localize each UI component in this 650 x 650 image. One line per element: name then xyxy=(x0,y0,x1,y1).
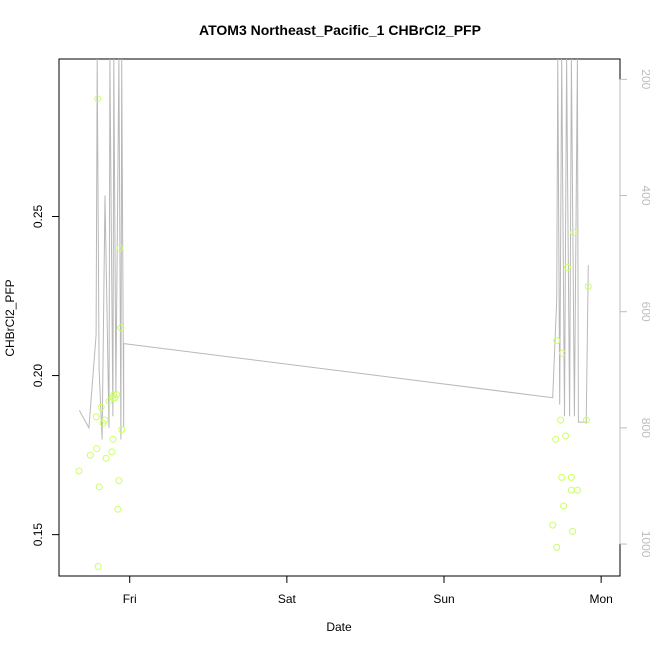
data-point xyxy=(560,502,568,510)
data-point xyxy=(94,95,102,103)
data-point xyxy=(567,486,575,494)
y-right-tick-label: 600 xyxy=(639,302,650,322)
data-point xyxy=(573,486,581,494)
data-point xyxy=(113,391,121,399)
data-point xyxy=(86,451,94,459)
data-point xyxy=(110,391,118,399)
x-tick-label: Fri xyxy=(123,592,137,606)
data-point xyxy=(584,283,592,290)
data-point xyxy=(94,563,102,570)
data-point xyxy=(562,432,570,440)
data-point xyxy=(552,435,560,443)
data-point xyxy=(92,413,100,421)
data-point xyxy=(553,337,561,345)
data-point xyxy=(569,528,576,535)
y-right-tick-label: 400 xyxy=(639,185,650,205)
data-point xyxy=(102,454,110,462)
x-tick-label: Mon xyxy=(589,592,612,606)
y-tick-label: 0.25 xyxy=(31,204,45,228)
data-point xyxy=(116,244,124,252)
y-axis-right: 200 400 600 800 1000 xyxy=(619,69,650,558)
data-point xyxy=(549,521,557,529)
data-point xyxy=(109,435,117,443)
y-right-tick-label: 1000 xyxy=(639,531,650,558)
y-right-tick-label: 800 xyxy=(639,418,650,438)
data-point xyxy=(558,473,566,481)
data-point xyxy=(567,473,575,481)
y-axis: 0.15 0.20 0.25 xyxy=(31,204,60,547)
point-series xyxy=(75,95,592,570)
data-point xyxy=(570,228,577,236)
data-point xyxy=(564,263,571,271)
series-line xyxy=(78,59,589,440)
x-tick-label: Sun xyxy=(433,592,454,606)
data-point xyxy=(557,416,565,424)
y-tick-label: 0.20 xyxy=(31,364,45,388)
y-tick-label: 0.15 xyxy=(31,523,45,547)
data-point xyxy=(93,445,101,453)
line-series xyxy=(78,59,589,440)
chart-title: ATOM3 Northeast_Pacific_1 CHBrCl2_PFP xyxy=(199,22,481,38)
x-axis-label: Date xyxy=(326,620,352,634)
data-point xyxy=(559,349,567,357)
data-point xyxy=(118,426,126,434)
data-point xyxy=(95,483,103,491)
y-axis-label: CHBrCl2_PFP xyxy=(3,279,17,356)
data-point xyxy=(75,467,83,475)
data-point xyxy=(115,477,123,485)
data-point xyxy=(101,416,109,424)
x-axis: Fri Sat Sun Mon xyxy=(123,575,613,606)
data-point xyxy=(114,505,122,513)
data-point xyxy=(582,416,590,424)
data-point xyxy=(553,543,561,551)
data-point xyxy=(97,403,105,411)
y-right-tick-label: 200 xyxy=(639,69,650,89)
data-point xyxy=(117,324,125,332)
data-point xyxy=(108,448,116,456)
plot-frame xyxy=(58,58,621,577)
x-tick-label: Sat xyxy=(278,592,297,606)
